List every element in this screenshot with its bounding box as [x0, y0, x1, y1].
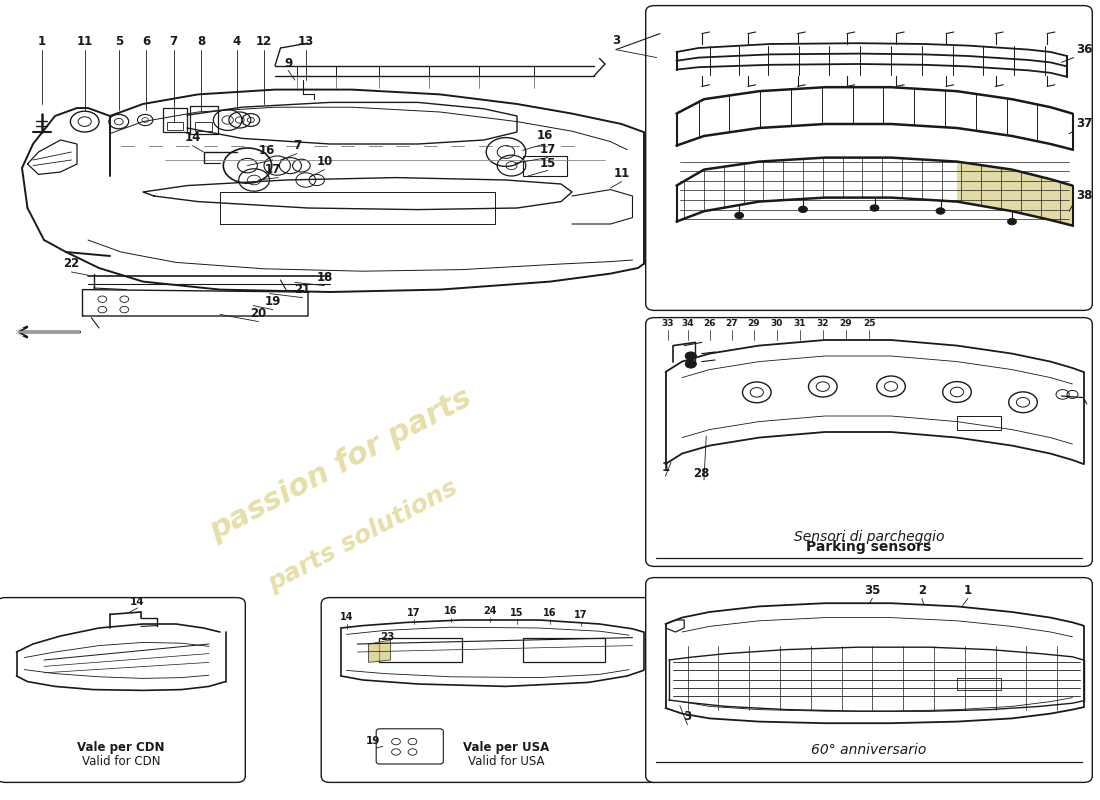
Text: 22: 22 [64, 258, 79, 270]
Bar [957, 678, 1001, 690]
Circle shape [799, 206, 807, 213]
Circle shape [735, 212, 744, 218]
Text: 5: 5 [114, 35, 123, 48]
Text: 8: 8 [197, 35, 206, 48]
Text: 60° anniversario: 60° anniversario [812, 742, 926, 757]
Bar [190, 106, 218, 134]
Text: 7: 7 [169, 35, 178, 48]
Text: 14: 14 [130, 597, 145, 607]
Text: 6: 6 [142, 35, 151, 48]
FancyBboxPatch shape [646, 6, 1092, 310]
Text: passion for parts: passion for parts [205, 382, 477, 546]
Text: 13: 13 [298, 35, 314, 48]
Text: 9: 9 [284, 57, 293, 70]
Text: 18: 18 [317, 271, 332, 284]
FancyBboxPatch shape [321, 598, 663, 782]
Text: 10: 10 [317, 155, 332, 168]
Text: Sensori di parcheggio: Sensori di parcheggio [794, 530, 944, 544]
FancyBboxPatch shape [646, 318, 1092, 566]
Text: 16: 16 [258, 144, 275, 157]
Text: Valid for USA: Valid for USA [468, 755, 544, 768]
FancyBboxPatch shape [0, 598, 245, 782]
Bar [195, 122, 212, 131]
Text: 17: 17 [574, 610, 587, 620]
Text: 20: 20 [251, 307, 266, 320]
Bar [522, 638, 605, 662]
Text: 33: 33 [661, 319, 674, 328]
Circle shape [936, 208, 945, 214]
Text: 14: 14 [340, 613, 353, 622]
Text: 1: 1 [964, 584, 972, 597]
Text: 21: 21 [295, 283, 310, 296]
Text: 34: 34 [681, 319, 694, 328]
Text: 16: 16 [444, 606, 458, 616]
Text: 28: 28 [694, 467, 710, 480]
Text: 17: 17 [264, 163, 280, 176]
Text: 31: 31 [793, 319, 806, 328]
Circle shape [685, 360, 696, 368]
Circle shape [685, 352, 696, 360]
Text: 36: 36 [1076, 43, 1092, 56]
Bar [522, 156, 566, 176]
Bar [167, 122, 183, 130]
Text: 23: 23 [379, 632, 395, 642]
Text: 17: 17 [540, 143, 556, 156]
Text: 37: 37 [1076, 117, 1092, 130]
Text: 1: 1 [661, 462, 670, 474]
Text: 26: 26 [703, 319, 716, 328]
Text: Vale per USA: Vale per USA [463, 742, 549, 754]
Text: 15: 15 [540, 157, 556, 170]
Circle shape [1008, 218, 1016, 225]
Text: parts solutions: parts solutions [264, 476, 462, 596]
Bar [957, 416, 1001, 430]
Text: 35: 35 [865, 584, 880, 597]
Text: Valid for CDN: Valid for CDN [81, 755, 161, 768]
Text: 1: 1 [37, 35, 46, 48]
Text: 3: 3 [612, 34, 620, 47]
Text: 11: 11 [614, 167, 629, 180]
Polygon shape [368, 640, 390, 662]
Text: 4: 4 [232, 35, 241, 48]
Text: 17: 17 [407, 608, 420, 618]
Text: 3: 3 [683, 710, 692, 723]
Text: 12: 12 [256, 35, 272, 48]
Text: 24: 24 [483, 606, 496, 616]
Circle shape [870, 205, 879, 211]
Text: Parking sensors: Parking sensors [806, 541, 932, 554]
Text: 16: 16 [543, 608, 557, 618]
Text: Vale per CDN: Vale per CDN [77, 742, 165, 754]
Text: 19: 19 [365, 736, 381, 746]
Text: 2: 2 [917, 584, 926, 597]
Text: 16: 16 [537, 130, 552, 142]
Text: 11: 11 [77, 35, 92, 48]
Bar [379, 638, 462, 662]
Circle shape [659, 27, 672, 37]
Text: 25: 25 [862, 319, 876, 328]
Text: 19: 19 [265, 295, 280, 308]
Text: 29: 29 [839, 319, 853, 328]
FancyBboxPatch shape [646, 578, 1092, 782]
Text: 14: 14 [185, 131, 200, 144]
Text: 32: 32 [816, 319, 829, 328]
Text: 30: 30 [770, 319, 783, 328]
Text: 15: 15 [510, 608, 524, 618]
Text: 7: 7 [293, 139, 301, 152]
Text: 27: 27 [725, 319, 738, 328]
Polygon shape [957, 162, 1072, 226]
Text: 38: 38 [1076, 189, 1092, 202]
FancyBboxPatch shape [376, 729, 443, 764]
Text: 29: 29 [747, 319, 760, 328]
Bar [163, 108, 187, 132]
